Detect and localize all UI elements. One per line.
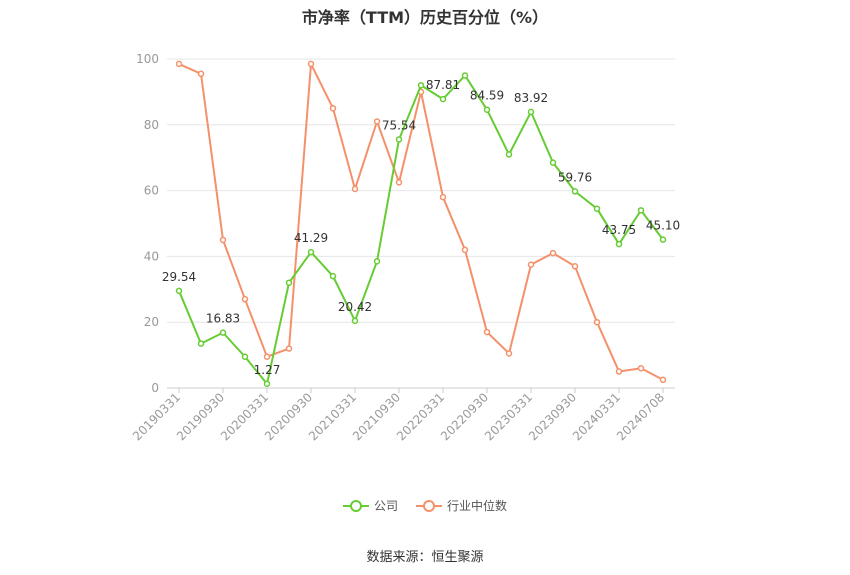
series-line-0	[178, 74, 664, 385]
legend-item-company[interactable]: 公司	[342, 497, 398, 514]
data-point	[527, 261, 535, 268]
data-point	[439, 193, 447, 201]
data-point	[461, 72, 469, 79]
data-point	[483, 106, 491, 113]
x-tick-label: 20240708	[614, 390, 667, 443]
data-point	[351, 317, 359, 325]
data-point	[637, 365, 645, 372]
data-label: 87.81	[426, 78, 460, 92]
data-point	[549, 249, 557, 257]
data-point	[307, 60, 315, 68]
data-label: 84.59	[470, 89, 504, 103]
data-point	[659, 376, 667, 384]
data-point	[527, 108, 535, 116]
data-point	[395, 179, 403, 186]
legend-label-industry-median: 行业中位数	[447, 499, 508, 513]
data-point	[593, 318, 601, 326]
data-point	[329, 272, 337, 280]
data-point	[637, 207, 645, 214]
data-label: 43.75	[602, 223, 636, 237]
data-point	[593, 205, 601, 212]
y-tick-label: 100	[136, 52, 159, 66]
y-tick-label: 20	[144, 315, 159, 329]
data-point	[395, 136, 403, 143]
data-point	[263, 353, 271, 360]
data-point	[373, 118, 381, 125]
data-point	[659, 236, 667, 243]
data-point	[307, 248, 315, 256]
legend-swatch-industry-median	[416, 499, 442, 513]
legend-swatch-company	[342, 499, 369, 513]
data-point	[373, 258, 381, 265]
data-point	[329, 105, 337, 112]
data-point	[241, 353, 249, 360]
data-label: 16.83	[206, 312, 240, 326]
legend: 公司 行业中位数	[0, 497, 850, 514]
y-tick-label: 0	[151, 381, 159, 395]
legend-label-company: 公司	[373, 499, 398, 513]
data-point	[615, 368, 623, 375]
data-point	[351, 185, 359, 193]
data-label: 45.10	[646, 219, 680, 233]
data-point	[175, 60, 183, 68]
data-point	[263, 380, 271, 388]
y-tick-label: 60	[144, 184, 159, 198]
chart-title: 市净率（TTM）历史百分位（%）	[301, 8, 549, 27]
data-point	[197, 70, 205, 78]
data-label: 1.27	[254, 363, 281, 377]
data-label: 41.29	[294, 231, 328, 245]
data-label: 20.42	[338, 300, 372, 314]
data-point	[571, 263, 579, 270]
data-point	[417, 82, 425, 89]
data-label: 83.92	[514, 91, 548, 105]
data-point	[505, 350, 513, 357]
data-point	[571, 188, 579, 195]
data-point	[285, 345, 293, 352]
data-point	[483, 328, 491, 336]
data-point	[175, 287, 183, 295]
data-point	[241, 295, 249, 303]
data-point	[219, 329, 227, 336]
data-label: 75.54	[382, 118, 416, 132]
data-source: 数据来源：恒生聚源	[366, 550, 484, 565]
series-line-1	[178, 62, 664, 381]
y-tick-label: 80	[144, 118, 159, 132]
data-point	[505, 151, 513, 158]
y-tick-label: 40	[144, 249, 159, 263]
data-label: 29.54	[162, 270, 196, 284]
data-point	[439, 95, 447, 103]
data-point	[549, 159, 557, 166]
data-label: 59.76	[558, 170, 592, 184]
data-point	[219, 236, 227, 244]
data-point	[615, 240, 623, 248]
data-point	[461, 246, 469, 254]
data-point	[197, 340, 205, 347]
data-point	[285, 279, 293, 286]
legend-item-industry-median[interactable]: 行业中位数	[416, 497, 507, 514]
